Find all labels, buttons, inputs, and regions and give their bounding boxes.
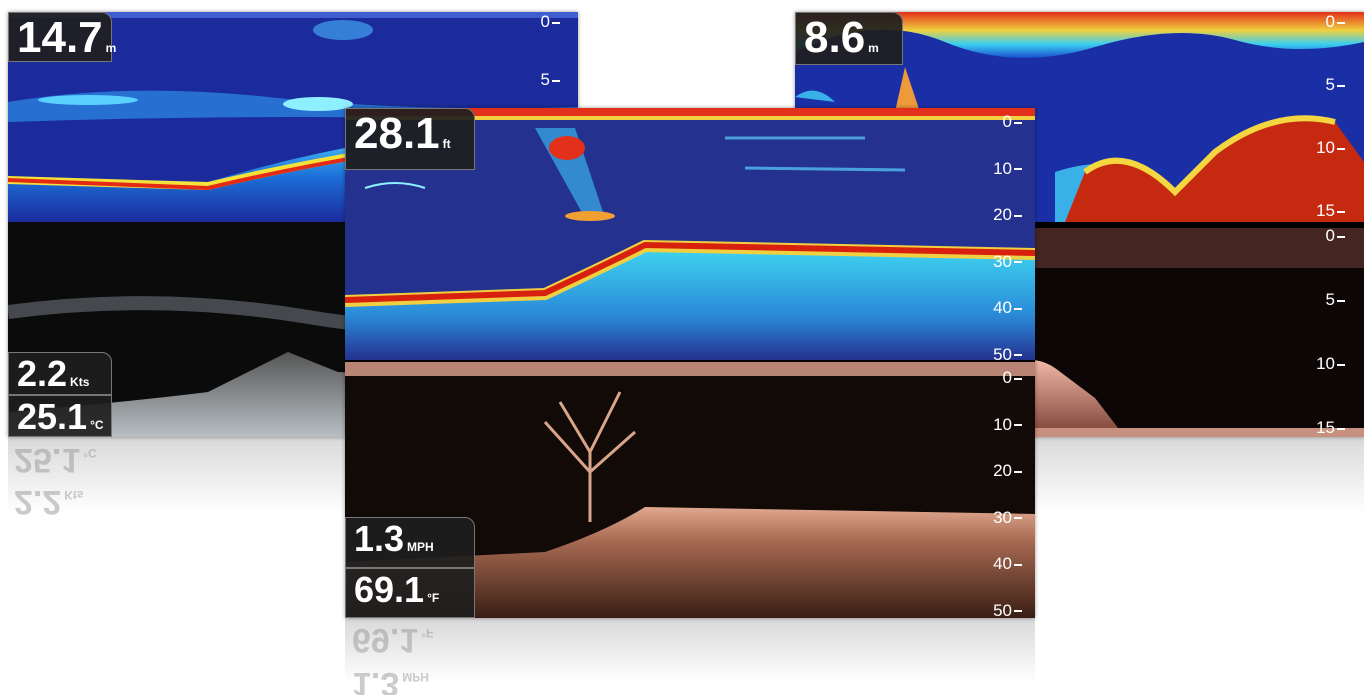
temperature-value: 69.1 xyxy=(354,569,425,610)
temperature-value: 25.1 xyxy=(17,396,88,437)
depth-readout: 8.6 m xyxy=(795,12,903,65)
reflected-value: 2.2 xyxy=(14,483,62,521)
depth-scale-label: 0 xyxy=(1305,226,1345,246)
reflection-text: 2.2 Kts xyxy=(14,482,84,521)
reflected-value: 25.1 xyxy=(14,441,81,479)
reflected-value: 69.1 xyxy=(352,621,419,659)
depth-scale-label: 0 xyxy=(982,368,1022,388)
reflected-unit: Kts xyxy=(64,488,84,502)
depth-scale-label: 5 xyxy=(520,70,560,90)
depth-unit: ft xyxy=(442,137,451,151)
temperature-readout: 69.1 °F xyxy=(345,568,475,618)
depth-scale-label: 40 xyxy=(982,298,1022,318)
depth-value: 28.1 xyxy=(354,109,440,158)
depth-scale-label: 0 xyxy=(982,112,1022,132)
depth-readout: 14.7 m xyxy=(8,12,116,62)
depth-value: 8.6 xyxy=(804,13,866,62)
reflected-unit: °F xyxy=(421,626,434,640)
depth-scale-label: 15 xyxy=(1305,418,1345,438)
reflected-value: 1.3 xyxy=(352,665,400,695)
depth-scale-label: 0 xyxy=(520,12,560,32)
reflection-text: 25.1 °C xyxy=(14,440,97,479)
depth-unit: m xyxy=(105,41,117,55)
speed-unit: Kts xyxy=(70,375,90,389)
speed-unit: MPH xyxy=(407,540,434,554)
speed-value: 2.2 xyxy=(17,353,68,394)
depth-scale-label: 50 xyxy=(982,601,1022,621)
sonar-chart xyxy=(345,108,1035,360)
depth-readout: 28.1 ft xyxy=(345,108,475,170)
temperature-unit: °C xyxy=(90,418,104,432)
depth-scale-label: 10 xyxy=(1305,354,1345,374)
depth-scale-label: 5 xyxy=(1305,75,1345,95)
depth-scale-label: 15 xyxy=(1305,201,1345,221)
speed-value: 1.3 xyxy=(354,518,405,559)
reflection-text: 1.3 MPH xyxy=(352,664,429,695)
reflection xyxy=(345,618,1035,695)
depth-scale-label: 40 xyxy=(982,554,1022,574)
depth-scale-label: 30 xyxy=(982,508,1022,528)
reflected-unit: MPH xyxy=(402,670,429,684)
speed-readout: 1.3 MPH xyxy=(345,517,475,568)
depth-scale-label: 20 xyxy=(982,461,1022,481)
speed-readout: 2.2 Kts xyxy=(8,352,112,395)
reflected-unit: °C xyxy=(83,446,97,460)
depth-unit: m xyxy=(868,41,879,55)
depth-scale-label: 20 xyxy=(982,205,1022,225)
depth-scale-label: 50 xyxy=(982,345,1022,365)
depth-scale-label: 5 xyxy=(1305,290,1345,310)
sonar-screen: 28.1 ft 1.3 MPH 69.1 °F 0 10 20 30 40 50 0 10 20 30 4… xyxy=(345,108,1035,621)
depth-value: 14.7 xyxy=(17,13,103,62)
temperature-unit: °F xyxy=(427,591,440,605)
depth-scale-label: 10 xyxy=(982,159,1022,179)
temperature-readout: 25.1 °C xyxy=(8,395,112,437)
depth-scale-label: 0 xyxy=(1305,12,1345,32)
depth-scale-label: 10 xyxy=(1305,138,1345,158)
depth-scale-label: 30 xyxy=(982,252,1022,272)
reflection-text: 69.1 °F xyxy=(352,620,433,659)
depth-scale-label: 10 xyxy=(982,415,1022,435)
